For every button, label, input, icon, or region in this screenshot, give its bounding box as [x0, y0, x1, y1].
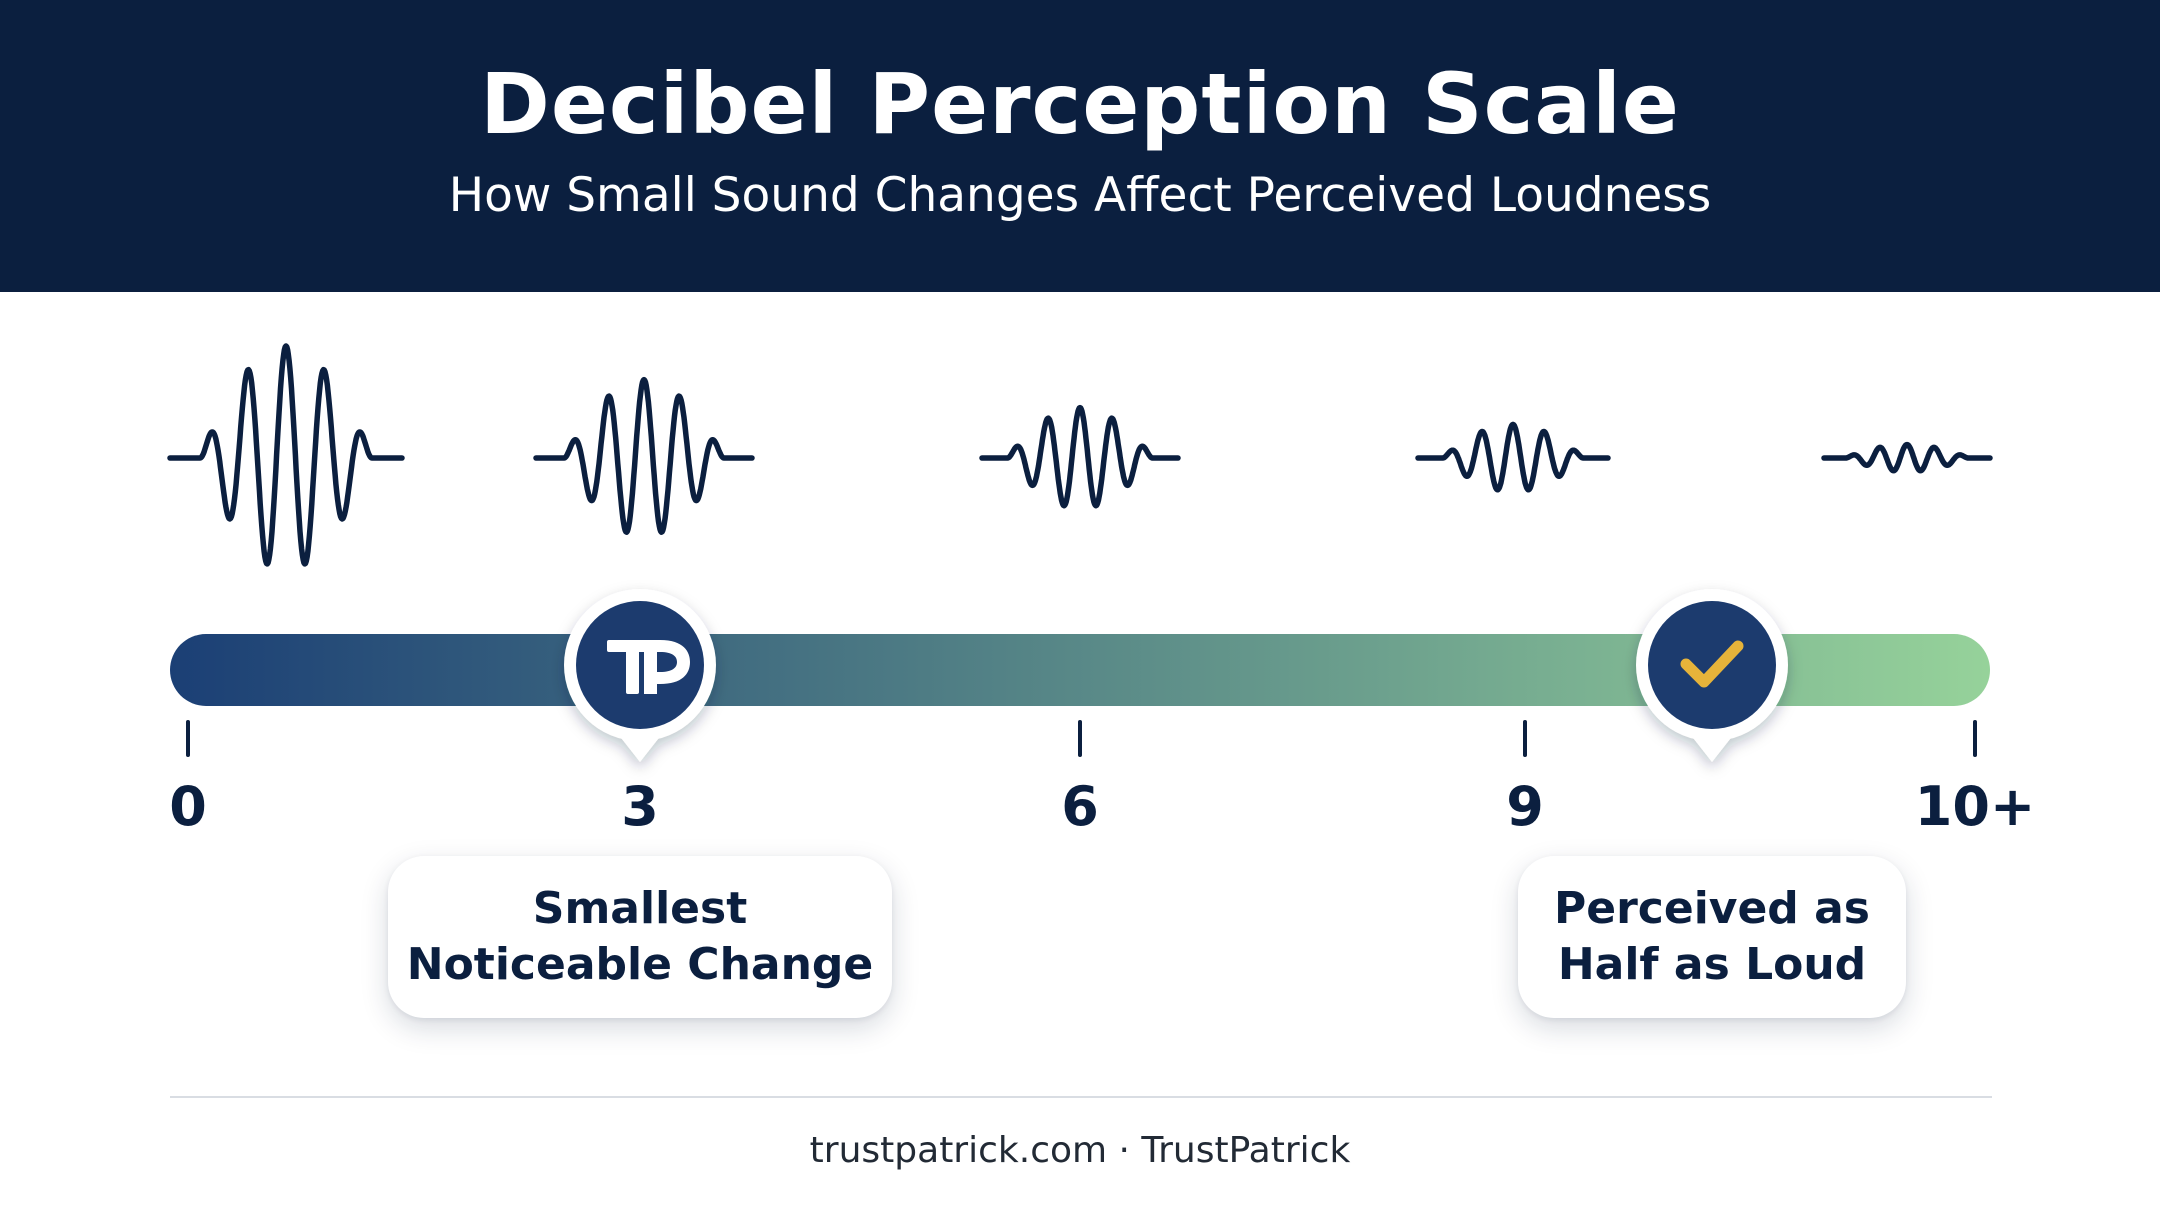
- tick-label-10plus: 10+: [1915, 775, 2035, 838]
- page-title: Decibel Perception Scale: [480, 55, 1680, 153]
- marker-pin-fill: [576, 601, 704, 729]
- tick-label-3: 3: [621, 775, 659, 838]
- sound-wave-icon-medium: [979, 404, 1181, 509]
- marker-pin-fill: [1648, 601, 1776, 729]
- marker-10db: [1636, 589, 1788, 762]
- callout-line: Smallest: [532, 883, 748, 934]
- callout-half-as-loud: Perceived as Half as Loud: [1518, 856, 1906, 1018]
- tick-label-9: 9: [1506, 775, 1544, 838]
- footer-divider: [170, 1096, 1992, 1098]
- sound-wave-icon-softest: [1821, 441, 1993, 474]
- tick-marks: [186, 720, 1977, 757]
- tick-labels: 0 3 6 9 10+: [169, 775, 2035, 838]
- marker-pin-pointer: [1690, 734, 1734, 762]
- sound-wave-icon-soft: [1415, 421, 1611, 493]
- marker-pin-pointer: [618, 734, 662, 762]
- header-banner: Decibel Perception Scale How Small Sound…: [0, 0, 2160, 292]
- callout-line: Half as Loud: [1557, 939, 1867, 990]
- callout-smallest-noticeable-change: Smallest Noticeable Change: [388, 856, 892, 1018]
- trustpatrick-logo-icon: [607, 640, 690, 694]
- marker-3db: [564, 589, 716, 762]
- footer-credit: trustpatrick.com · TrustPatrick: [809, 1130, 1351, 1171]
- page-subtitle: How Small Sound Changes Affect Perceived…: [448, 168, 1712, 223]
- checkmark-icon: [1680, 640, 1744, 688]
- sound-wave-icon-loud: [533, 376, 755, 535]
- callout-line: Perceived as: [1553, 883, 1870, 934]
- callout-line: Noticeable Change: [406, 939, 874, 990]
- tick-label-0: 0: [169, 775, 207, 838]
- tick-label-6: 6: [1061, 775, 1099, 838]
- sound-wave-icon-loudest: [167, 343, 405, 567]
- waveform-group: [167, 343, 1993, 567]
